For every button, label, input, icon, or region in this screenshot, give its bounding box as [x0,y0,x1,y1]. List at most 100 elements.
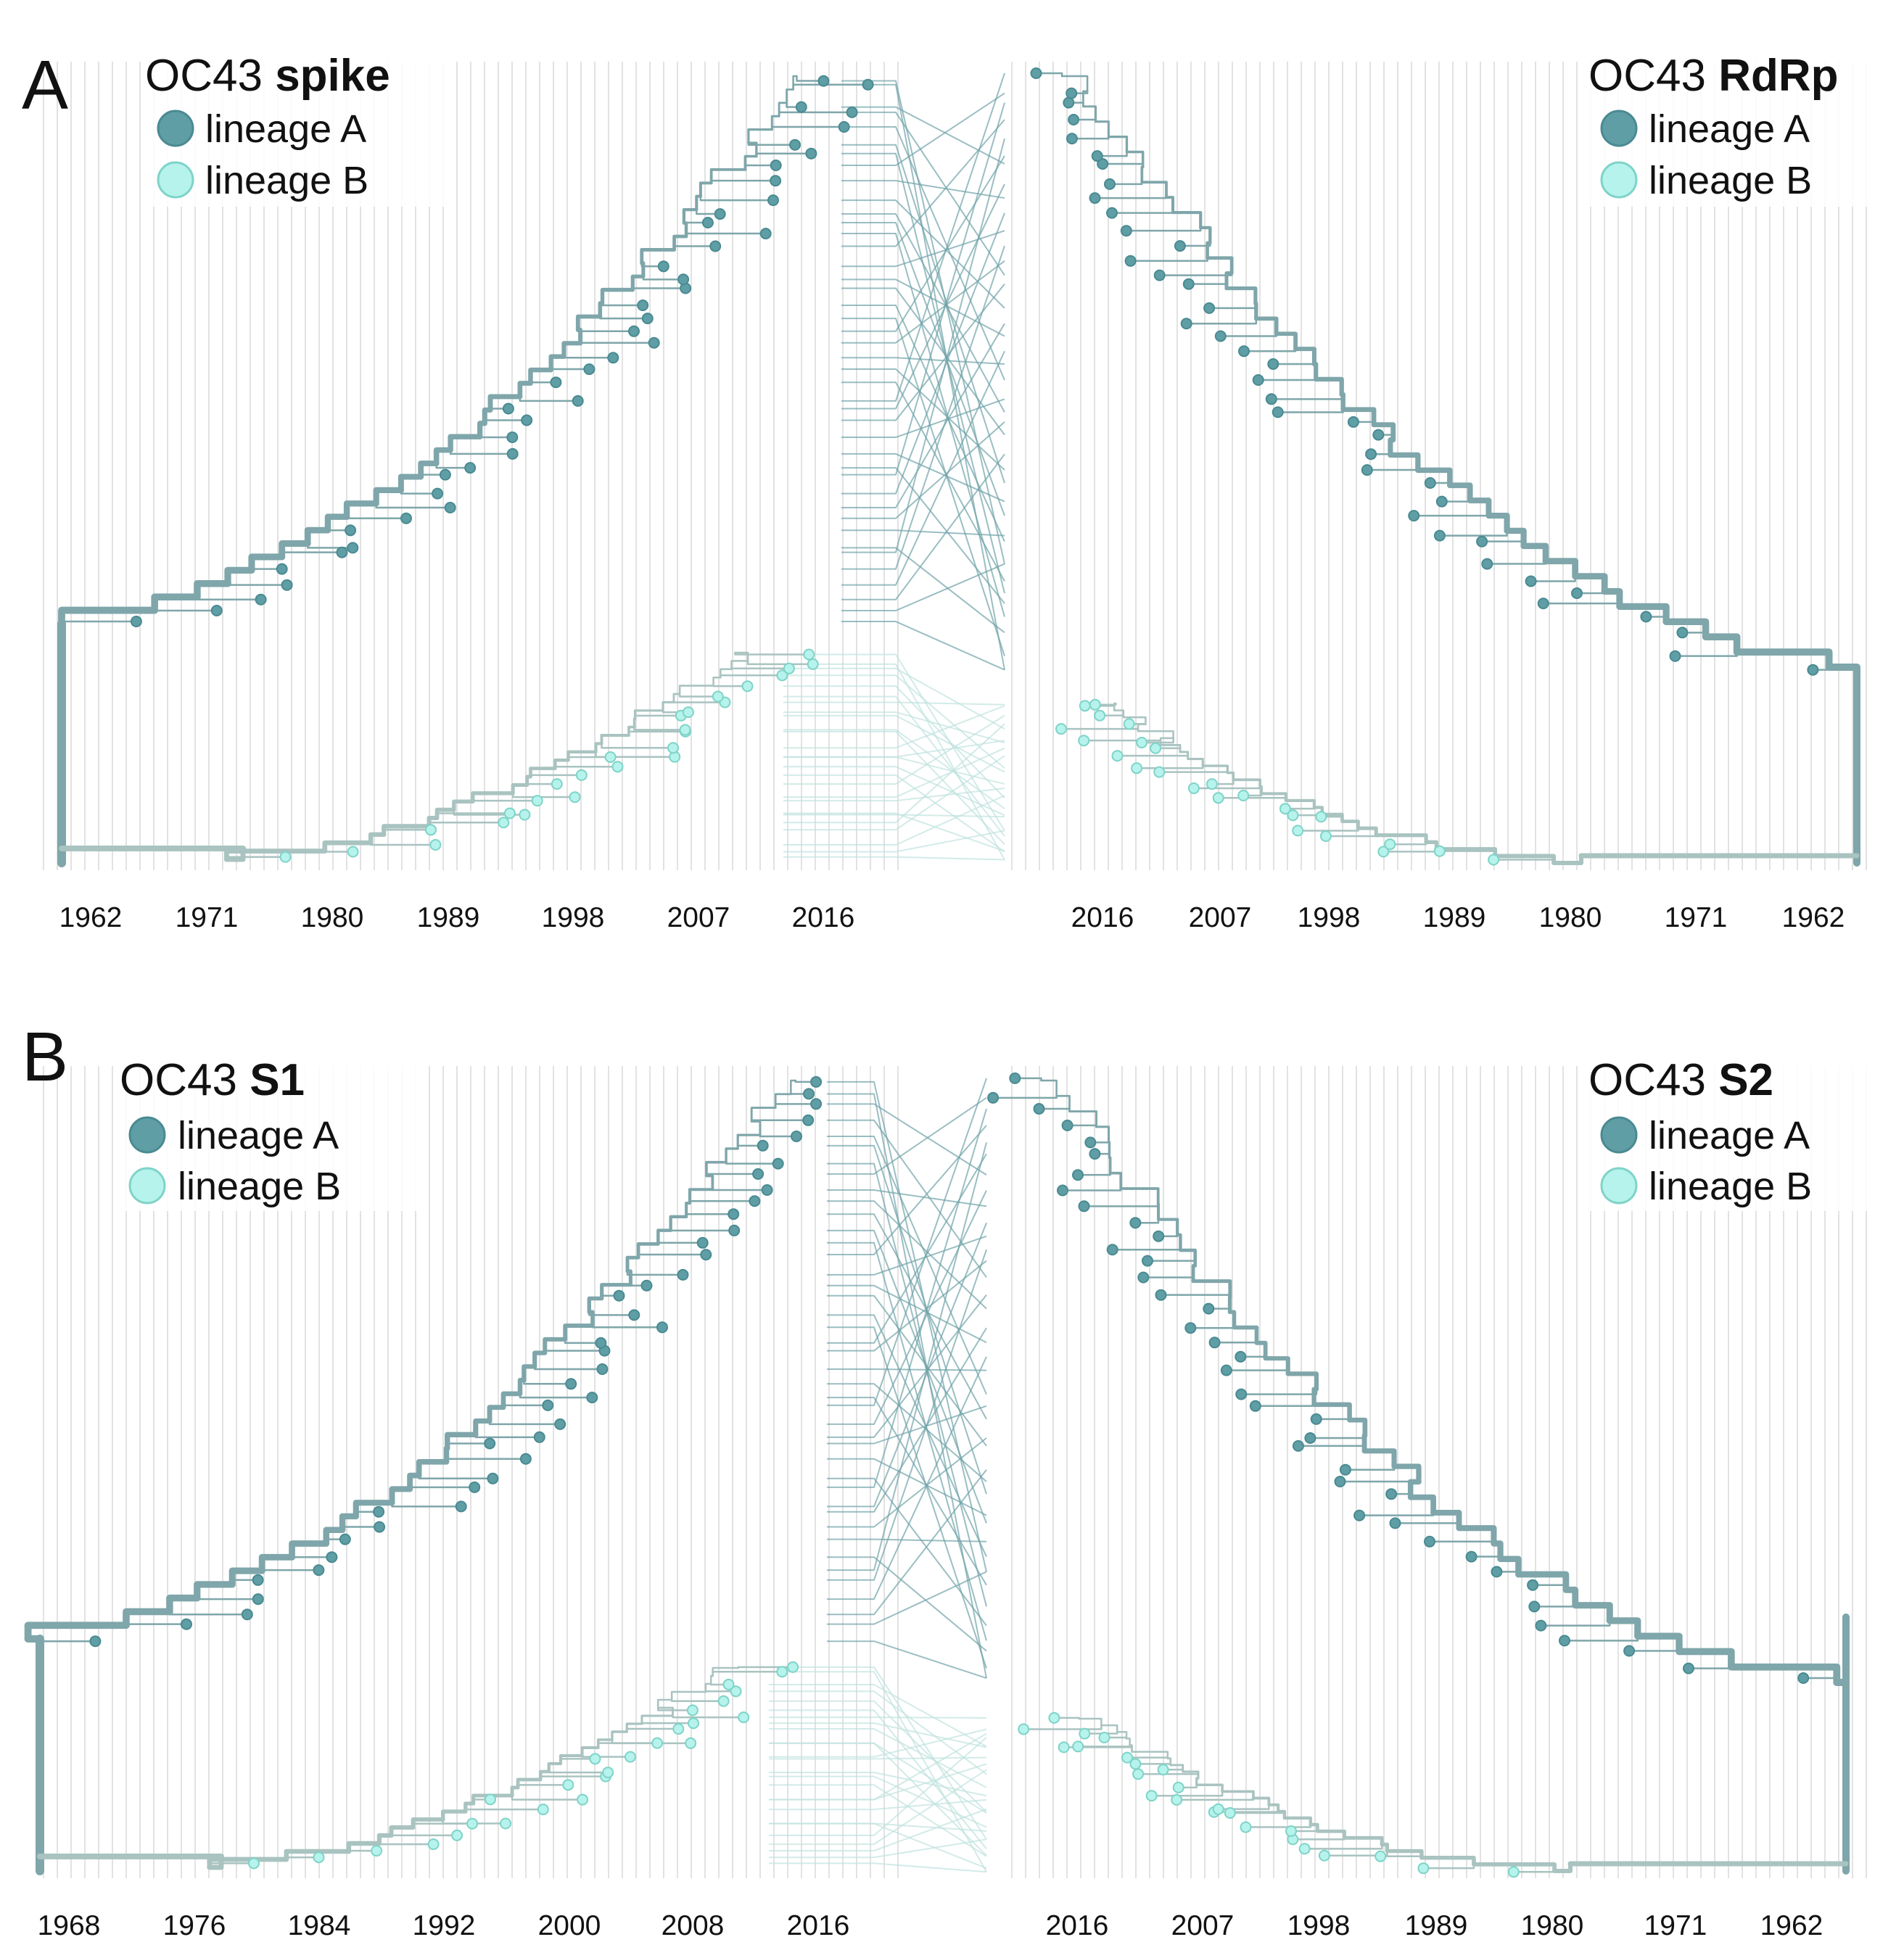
tangle-connector [841,233,1005,617]
lineage-b-tip [717,1695,730,1707]
tree-branch [600,1283,632,1301]
tangle-connector [841,453,1005,503]
lineage-b-tip [1507,1866,1520,1878]
tangle-connector [783,685,1005,798]
tree-branch [346,1841,382,1854]
tree-branch [416,1459,450,1479]
lineage-b-tip [1055,723,1067,735]
tangle-connector [769,1737,987,1836]
tree-branch [1226,771,1235,781]
lineage-b-tip [688,1717,699,1730]
tree-branch [755,152,812,157]
lineage-a-tip [455,1500,467,1513]
lineage-a-tip [1235,1388,1248,1400]
lineage-a-tip [728,1224,741,1236]
lineage-a-tip [542,1399,554,1411]
lineage-b-tip [531,795,543,807]
tree-branch [1407,1494,1436,1516]
axis-tick-label: 1989 [1423,902,1486,933]
lineage-b-tip [429,839,442,851]
tree-branch [682,207,698,225]
lineage-a-tip [1797,1672,1810,1684]
tangle-connector [841,92,1005,166]
tree-branch [1169,1764,1184,1773]
tree-branch [688,1188,714,1205]
lineage-a-tip [810,1098,823,1110]
tree-branch [1095,120,1110,139]
lineage-a-tip [241,1608,253,1621]
lineage-b-tip [577,1793,589,1806]
lineage-a-tip [817,75,830,87]
lineage-a-tip [373,1505,385,1518]
tangle-connector [841,245,1005,570]
legend-title: OC43 S1 [120,1055,305,1105]
lineage-a-tip [770,160,782,171]
lineage-a-tip [596,1363,609,1375]
axis-tick-label: 1989 [417,902,480,933]
tree-branch [1126,1756,1169,1760]
tree-branch [1343,1835,1384,1846]
tree-branch [1542,558,1578,579]
tree-branch [1480,540,1525,548]
tangle-connector [827,1249,987,1581]
lineage-b-tip [651,1737,664,1749]
lineage-a-tip [1525,575,1537,587]
tree-branch [627,725,636,737]
tree-branch [1159,737,1174,746]
lineage-a-marker [1600,110,1638,147]
lineage-a-marker [1600,1116,1638,1154]
lineage-b-tip [1285,1825,1297,1837]
tree-branch [712,1670,783,1677]
lineage-a-tip [772,1157,784,1170]
tangle-connector [769,1683,987,1748]
tree-branch [306,542,354,549]
tangle-connector [783,795,1005,846]
lineage-b-tip [1157,1764,1169,1776]
lineage-b-tip [783,662,795,674]
tree-branch [611,1730,628,1741]
tree-branch [794,1079,817,1083]
lineage-a-tip [728,1208,740,1220]
tree-branch [441,1809,468,1822]
tangle-connector [841,621,1005,671]
lineage-b-tip [1187,782,1200,794]
lineage-a-tip [521,414,533,426]
tree-branch [207,1856,289,1870]
tree-branch [709,168,747,185]
tangle-connector [841,398,1005,439]
lineage-b-tip [1136,737,1148,748]
lineage-a-tip [1640,611,1652,623]
tangle-connector [841,381,1005,582]
lineage-b-tip [537,1804,549,1816]
lineage-a-tip [1623,1645,1636,1657]
lineage-a-tip [700,1249,712,1261]
tree-branch [1201,764,1229,774]
tree-branch [1347,1417,1368,1438]
tree-branch [1165,196,1175,215]
tangle-connector [827,1368,987,1371]
tangle-connector [783,729,1005,809]
tree-branch [1356,826,1378,838]
tree-branch [1107,1141,1111,1160]
tree-branch [418,460,440,480]
tangle-connector [769,1700,987,1813]
tree-branch [448,434,483,453]
tangle-connector [827,1103,987,1176]
tree-branch [600,287,635,305]
tangle-connector [827,1142,987,1571]
tangle-connector [841,529,1005,537]
axis-tick-label: 1980 [1521,1910,1584,1941]
legend-label-lineage-a: lineage A [178,1114,339,1157]
lineage-a-tip [714,208,726,220]
lineage-b-tip [1287,809,1299,822]
panel-b-left-tree [24,1075,823,1875]
lineage-a-tip [583,363,595,376]
tree-branch [194,580,231,600]
lineage-a-tip [326,1551,338,1563]
tree-branch [634,714,683,720]
tree-branch [1391,1463,1422,1484]
tangle-connector [827,1327,987,1513]
tree-branch [736,1133,762,1150]
tangle-connector [783,667,1005,730]
lineage-a-tip [1249,1400,1261,1412]
